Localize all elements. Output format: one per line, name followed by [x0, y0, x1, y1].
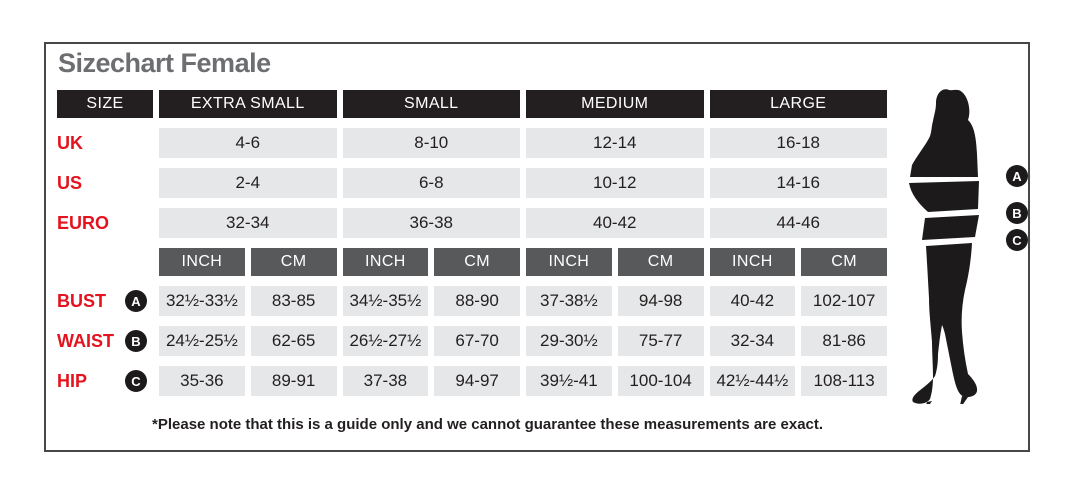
- measurement-cell: 89-91: [250, 366, 337, 396]
- measurement-cell: 83-85: [250, 286, 337, 316]
- unit-header-cell: CM: [434, 248, 520, 276]
- measurement-cell: 39½-41: [526, 366, 612, 396]
- unit-header-cell: INCH: [159, 248, 245, 276]
- row-label-text: BUST: [57, 290, 106, 311]
- size-cell: 32-34: [159, 208, 337, 238]
- unit-header-cell: CM: [250, 248, 337, 276]
- column-header-medium: MEDIUM: [526, 90, 704, 118]
- size-cell: 12-14: [526, 128, 704, 158]
- size-cell: 40-42: [526, 208, 704, 238]
- row-label-bust: BUST A: [57, 286, 153, 316]
- column-header-extra-small: EXTRA SMALL: [159, 90, 337, 118]
- measurement-cell: 88-90: [434, 286, 520, 316]
- measurement-cell: 42½-44½: [709, 366, 796, 396]
- size-cell: 16-18: [709, 128, 887, 158]
- column-header-small: SMALL: [342, 90, 520, 118]
- measurement-cell: 108-113: [801, 366, 887, 396]
- size-cell: 36-38: [342, 208, 520, 238]
- measurement-cell: 40-42: [709, 286, 796, 316]
- figure-marker-b-badge: B: [1006, 202, 1028, 224]
- size-cell: 14-16: [709, 168, 887, 198]
- table-corner-header: SIZE: [57, 90, 153, 118]
- size-cell: 2-4: [159, 168, 337, 198]
- footnote: *Please note that this is a guide only a…: [152, 416, 824, 433]
- row-label-text: WAIST: [57, 330, 114, 351]
- measurement-cell: 62-65: [250, 326, 337, 356]
- measurement-cell: 102-107: [801, 286, 887, 316]
- measurement-cell: 67-70: [434, 326, 520, 356]
- sizechart-panel: Sizechart Female SIZE EXTRA SMALL SMALL …: [44, 42, 1030, 452]
- marker-b-badge: B: [125, 330, 147, 352]
- measurement-cell: 24½-25½: [159, 326, 245, 356]
- size-cell: 10-12: [526, 168, 704, 198]
- row-label-uk: UK: [57, 132, 83, 153]
- size-table: SIZE EXTRA SMALL SMALL MEDIUM LARGE UK 4…: [57, 90, 887, 396]
- measurement-cell: 35-36: [159, 366, 245, 396]
- row-label-euro: EURO: [57, 212, 110, 233]
- measurement-cell: 37-38½: [526, 286, 612, 316]
- unit-header-cell: INCH: [709, 248, 796, 276]
- measurement-cell: 32½-33½: [159, 286, 245, 316]
- female-figure: A B C: [902, 84, 1030, 429]
- row-label-text: HIP: [57, 370, 88, 391]
- row-label-waist: WAIST B: [57, 326, 153, 356]
- figure-marker-a-badge: A: [1006, 165, 1028, 187]
- size-cell: 8-10: [342, 128, 520, 158]
- column-header-large: LARGE: [709, 90, 887, 118]
- unit-header-cell: CM: [617, 248, 704, 276]
- measurement-cell: 94-97: [434, 366, 520, 396]
- row-label-us: US: [57, 172, 83, 193]
- measurement-cell: 94-98: [617, 286, 704, 316]
- size-cell: 6-8: [342, 168, 520, 198]
- measurement-cell: 32-34: [709, 326, 796, 356]
- measurement-cell: 75-77: [617, 326, 704, 356]
- measurement-cell: 37-38: [342, 366, 429, 396]
- row-label-hip: HIP C: [57, 366, 153, 396]
- unit-header-cell: INCH: [342, 248, 429, 276]
- female-silhouette-icon: [909, 89, 979, 404]
- figure-marker-c-badge: C: [1006, 229, 1028, 251]
- unit-header-cell: CM: [801, 248, 887, 276]
- measurement-cell: 34½-35½: [342, 286, 429, 316]
- size-cell: 44-46: [709, 208, 887, 238]
- size-cell: 4-6: [159, 128, 337, 158]
- marker-c-badge: C: [125, 370, 147, 392]
- measurement-cell: 81-86: [801, 326, 887, 356]
- unit-row-spacer: [57, 248, 153, 276]
- page-title: Sizechart Female: [58, 48, 271, 78]
- measurement-cell: 29-30½: [526, 326, 612, 356]
- marker-a-badge: A: [125, 290, 147, 312]
- unit-header-cell: INCH: [526, 248, 612, 276]
- measurement-cell: 100-104: [617, 366, 704, 396]
- measurement-cell: 26½-27½: [342, 326, 429, 356]
